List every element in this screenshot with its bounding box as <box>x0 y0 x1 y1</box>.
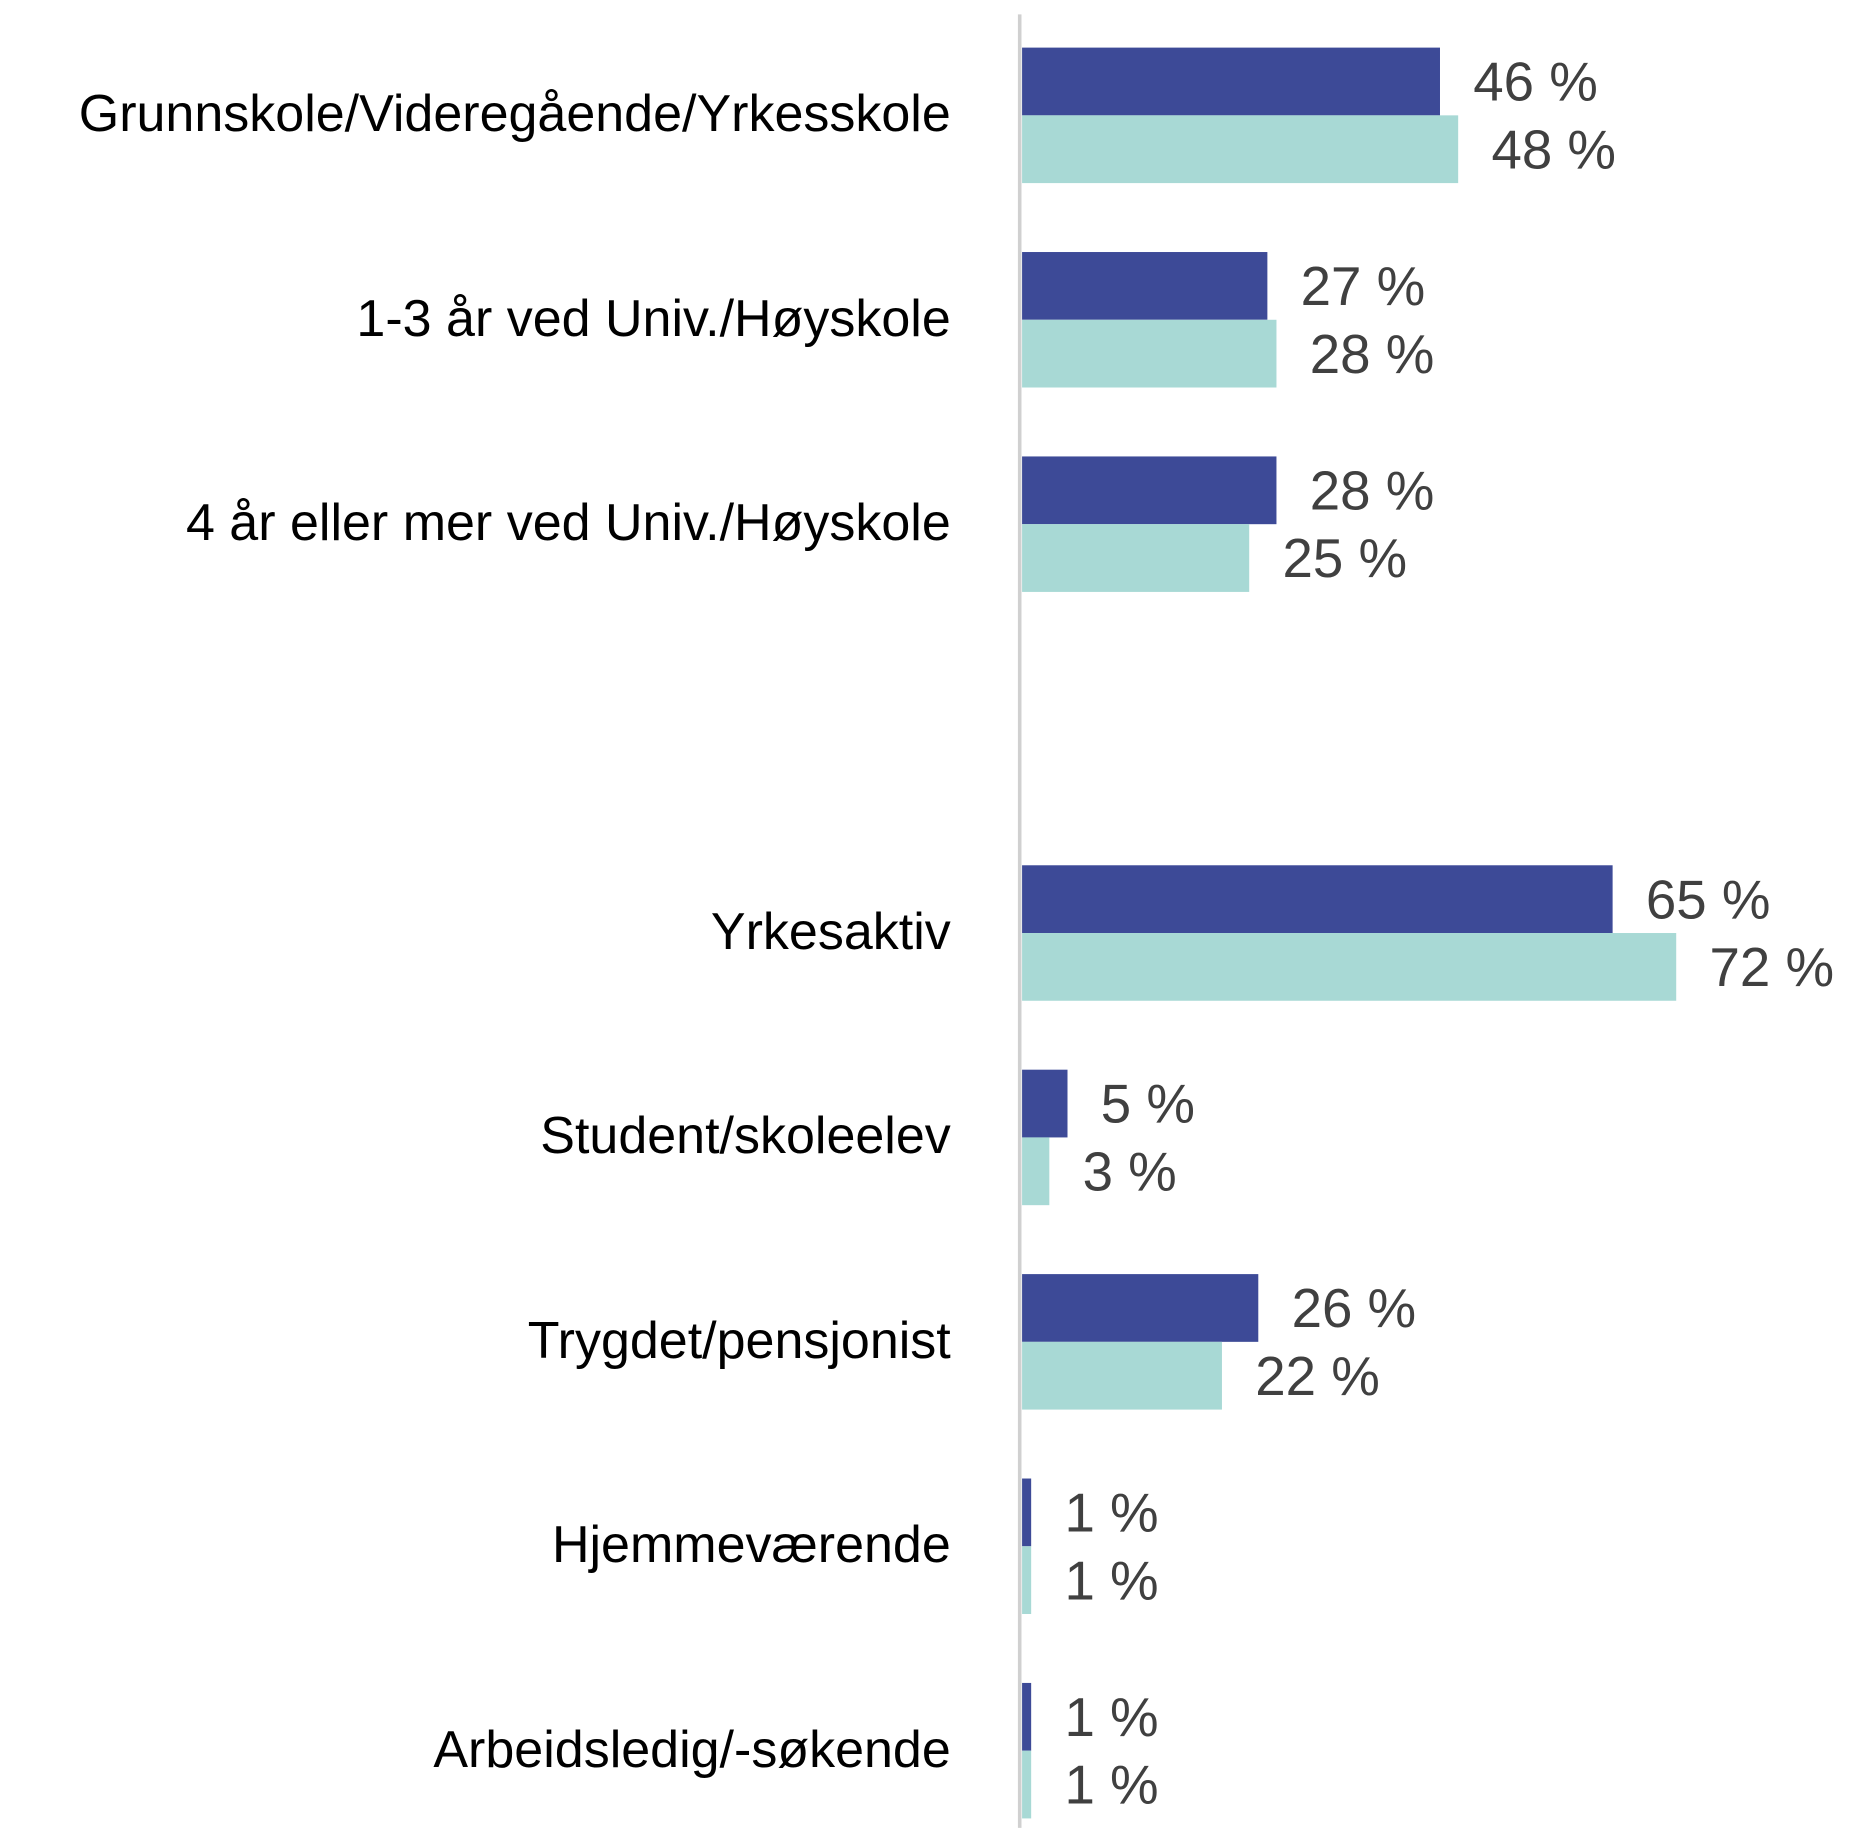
bar <box>1022 319 1277 388</box>
value-label: 25 % <box>1282 528 1407 589</box>
category-text: Yrkesaktiv <box>710 903 951 962</box>
value-label: 72 % <box>1709 937 1834 998</box>
value-label: 22 % <box>1255 1346 1380 1407</box>
category-text: Hjemmeværende <box>551 1516 951 1575</box>
category-text: Arbeidsledig/-søkende <box>433 1720 951 1779</box>
value-label: 65 % <box>1646 869 1771 930</box>
value-label: 46 % <box>1473 52 1598 113</box>
category-label: 1-3 år ved Univ./Høyskole <box>0 286 951 354</box>
category-label: Yrkesaktiv <box>0 899 951 967</box>
category-label: Arbeidsledig/-søkende <box>0 1717 951 1785</box>
category-text: 1-3 år ved Univ./Høyskole <box>356 289 951 348</box>
bar <box>1022 1750 1032 1819</box>
bar <box>1022 1546 1032 1615</box>
value-label: 28 % <box>1310 324 1435 385</box>
category-text: Grunnskole/Videregående/Yrkesskole <box>78 85 951 144</box>
bar <box>1022 933 1677 1001</box>
bar <box>1022 1682 1032 1751</box>
value-label: 3 % <box>1083 1141 1177 1202</box>
bar <box>1022 1274 1259 1342</box>
category-label: Hjemmeværende <box>0 1512 951 1580</box>
category-text: 4 år eller mer ved Univ./Høyskole <box>185 494 951 553</box>
bar <box>1022 1478 1032 1547</box>
category-text: Student/skoleelev <box>540 1107 951 1166</box>
bar <box>1022 252 1268 320</box>
bar <box>1022 1069 1068 1138</box>
category-label: 4 år eller mer ved Univ./Høyskole <box>0 490 951 558</box>
bar <box>1022 115 1459 184</box>
bar <box>1022 524 1250 592</box>
bar <box>1022 47 1440 116</box>
category-text: Trygdet/pensjonist <box>527 1311 951 1370</box>
bar <box>1022 1341 1222 1410</box>
category-label: Student/skoleelev <box>0 1104 951 1172</box>
value-label: 1 % <box>1064 1550 1158 1611</box>
bar <box>1022 1137 1050 1206</box>
category-label: Trygdet/pensjonist <box>0 1308 951 1376</box>
value-label: 1 % <box>1064 1755 1158 1816</box>
value-label: 28 % <box>1310 461 1435 522</box>
category-label: Grunnskole/Videregående/Yrkesskole <box>0 81 951 149</box>
value-label: 27 % <box>1301 256 1426 317</box>
bar <box>1022 865 1613 934</box>
value-label: 1 % <box>1064 1483 1158 1544</box>
value-label: 48 % <box>1491 119 1616 180</box>
value-label: 5 % <box>1101 1074 1195 1135</box>
value-label: 1 % <box>1064 1687 1158 1748</box>
bar <box>1022 456 1277 525</box>
value-label: 26 % <box>1292 1278 1417 1339</box>
